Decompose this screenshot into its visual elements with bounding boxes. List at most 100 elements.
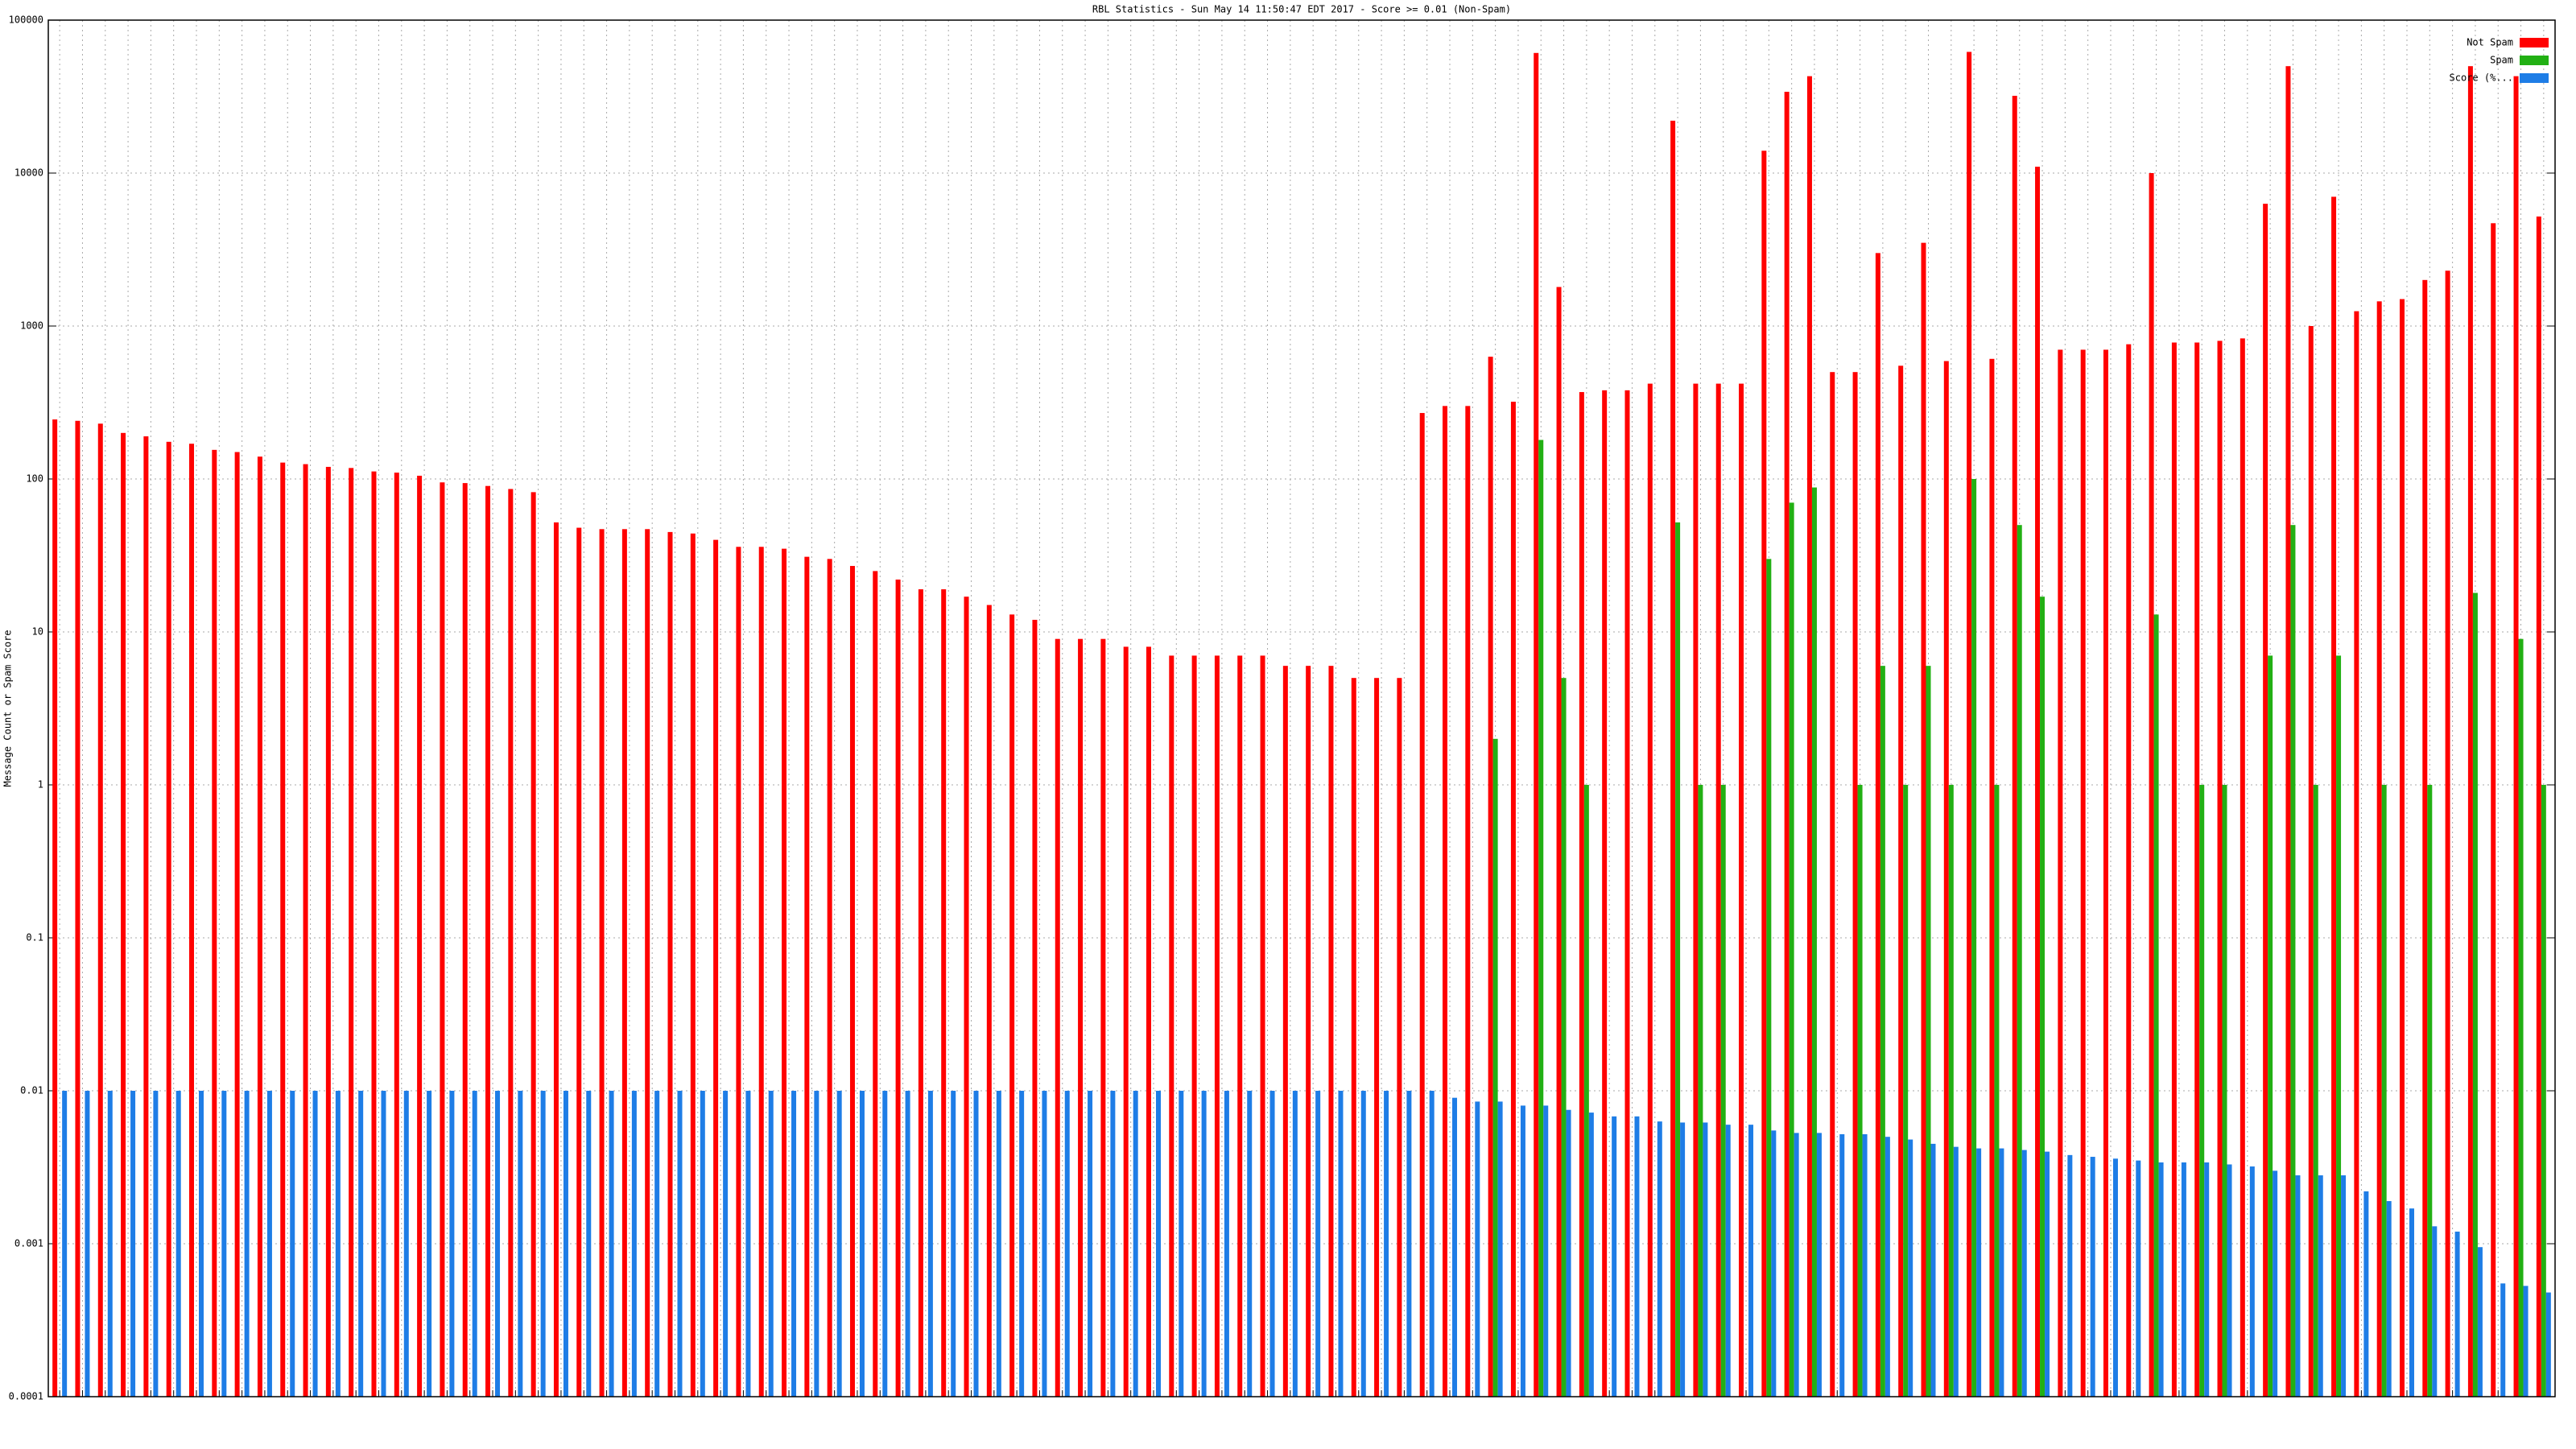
- bar: [1875, 253, 1880, 1397]
- bar: [2472, 592, 2478, 1397]
- bar: [918, 589, 923, 1397]
- legend-label: Not Spam: [2467, 37, 2513, 48]
- bar: [2386, 1201, 2392, 1397]
- bar: [2158, 1162, 2164, 1397]
- bar: [417, 475, 423, 1397]
- chart-title: RBL Statistics - Sun May 14 11:50:47 EDT…: [1092, 4, 1511, 15]
- bar: [2035, 167, 2041, 1397]
- bar: [312, 1091, 318, 1397]
- bar: [143, 436, 149, 1397]
- bar: [2249, 1166, 2255, 1397]
- bar: [2273, 1170, 2278, 1397]
- bar: [1880, 666, 1885, 1397]
- bar: [1055, 638, 1060, 1397]
- bar: [736, 547, 741, 1397]
- bar: [1237, 655, 1243, 1397]
- bar: [2445, 270, 2450, 1397]
- bar: [2467, 66, 2473, 1397]
- bar: [1583, 785, 1589, 1397]
- bar: [836, 1091, 842, 1397]
- bar: [2199, 785, 2205, 1397]
- bar: [244, 1091, 250, 1397]
- legend-swatch: [2520, 38, 2549, 47]
- bar: [1260, 655, 1265, 1397]
- bar: [2422, 279, 2428, 1397]
- bar: [1720, 785, 1726, 1397]
- bar: [2285, 66, 2291, 1397]
- bar: [1351, 678, 1356, 1397]
- bar: [121, 432, 126, 1397]
- bar: [563, 1091, 568, 1397]
- bar: [2112, 1158, 2118, 1397]
- plot-frame: [47, 19, 2556, 1397]
- bar: [1612, 1116, 1617, 1397]
- bar: [1042, 1091, 1047, 1397]
- bar: [2376, 301, 2382, 1397]
- bar: [1179, 1091, 1184, 1397]
- bar: [1374, 678, 1380, 1397]
- bar: [2454, 1231, 2460, 1397]
- bar: [859, 1091, 865, 1397]
- bar: [667, 531, 673, 1397]
- bar: [2227, 1164, 2232, 1397]
- bar: [1169, 655, 1174, 1397]
- bar: [1657, 1121, 1662, 1397]
- bar: [1908, 1139, 1913, 1397]
- bar: [1419, 413, 1425, 1397]
- bar: [1766, 559, 1772, 1397]
- bar: [1328, 666, 1334, 1397]
- bar: [2399, 299, 2405, 1397]
- bar: [2318, 1175, 2323, 1397]
- bar: [1561, 678, 1567, 1397]
- bar: [941, 589, 947, 1397]
- bar: [814, 1091, 819, 1397]
- bar: [1019, 1091, 1025, 1397]
- bar: [895, 579, 901, 1397]
- bar: [1839, 1133, 1845, 1397]
- bar: [1384, 1091, 1389, 1397]
- bar: [472, 1091, 477, 1397]
- bar: [1816, 1133, 1822, 1397]
- bar: [1191, 655, 1197, 1397]
- bar: [1971, 479, 1977, 1397]
- bar: [2045, 1151, 2050, 1397]
- bar: [2363, 1191, 2369, 1397]
- bar: [2103, 349, 2108, 1397]
- y-tick-label: 0.1: [26, 932, 43, 943]
- bar: [1903, 785, 1909, 1397]
- bar: [1748, 1125, 1754, 1397]
- bar: [621, 529, 627, 1397]
- bar: [234, 452, 240, 1397]
- bar: [1224, 1091, 1229, 1397]
- bar: [1976, 1148, 1982, 1397]
- bar: [1520, 1105, 1525, 1397]
- bar: [349, 468, 354, 1397]
- bar: [2523, 1286, 2529, 1397]
- bar: [1602, 390, 1608, 1397]
- bar: [905, 1091, 910, 1397]
- bar: [358, 1091, 364, 1397]
- bar: [645, 529, 650, 1397]
- bar: [1406, 1091, 1412, 1397]
- y-tick-label: 0.001: [14, 1238, 43, 1249]
- bar: [1538, 440, 1544, 1397]
- bar: [631, 1091, 637, 1397]
- bar: [599, 529, 605, 1397]
- bar: [518, 1091, 523, 1397]
- y-tick-label: 100: [26, 473, 43, 485]
- bar: [791, 1091, 797, 1397]
- bar: [1282, 666, 1288, 1397]
- bar: [1926, 666, 1931, 1397]
- bar: [1510, 402, 1516, 1397]
- bar: [1784, 92, 1790, 1397]
- bar: [782, 548, 787, 1397]
- bar: [2545, 1292, 2551, 1397]
- bar: [2217, 341, 2223, 1397]
- bar: [1739, 383, 1744, 1397]
- bar: [1556, 287, 1562, 1397]
- bar: [2153, 614, 2159, 1397]
- bar: [1155, 1091, 1161, 1397]
- y-tick-label: 100000: [9, 14, 43, 26]
- bar: [677, 1091, 683, 1397]
